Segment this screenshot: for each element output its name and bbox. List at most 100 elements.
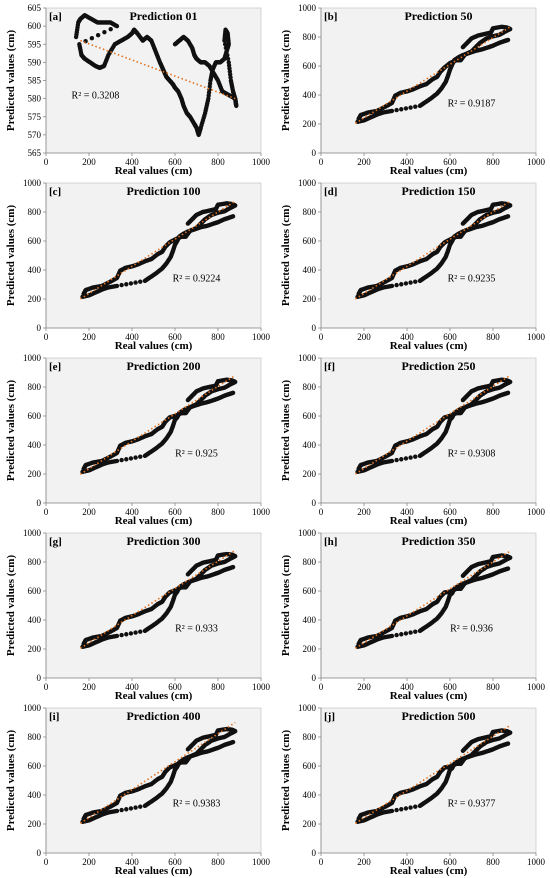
x-tick-label: 1000 (252, 157, 271, 167)
data-point (408, 280, 413, 285)
panel-label: [f] (324, 361, 335, 373)
r-squared-label: R² = 0.936 (450, 624, 493, 635)
x-axis-label: Real values (cm) (115, 865, 193, 877)
data-point (403, 281, 409, 286)
x-tick-label: 800 (211, 682, 225, 692)
data-point (108, 26, 113, 32)
data-point (114, 283, 120, 289)
y-axis-label: Predicted values (cm) (5, 730, 17, 832)
y-axis-label: Predicted values (cm) (280, 380, 292, 482)
x-tick-label: 0 (44, 682, 49, 692)
x-tick-label: 200 (357, 332, 371, 342)
y-tick-label: 800 (303, 32, 317, 42)
chart-title: Prediction 250 (401, 359, 475, 373)
data-point (394, 457, 399, 463)
x-tick-label: 200 (357, 857, 371, 867)
x-tick-label: 1000 (527, 857, 546, 867)
y-tick-label: 1000 (298, 3, 317, 13)
x-tick-label: 200 (357, 507, 371, 517)
data-point (230, 739, 236, 745)
x-axis-label: Real values (cm) (390, 690, 468, 702)
y-tick-label: 0 (37, 498, 42, 508)
y-tick-label: 600 (303, 236, 317, 246)
y-tick-label: 400 (28, 790, 42, 800)
x-axis-label: Real values (cm) (390, 165, 468, 177)
y-tick-label: 800 (28, 732, 42, 742)
y-axis-label: Predicted values (cm) (280, 205, 292, 307)
y-tick-label: 400 (303, 440, 317, 450)
x-axis-label: Real values (cm) (115, 165, 193, 177)
x-axis-label: Real values (cm) (115, 690, 193, 702)
data-point (133, 280, 138, 285)
y-tick-label: 200 (303, 819, 317, 829)
data-point (222, 42, 228, 47)
x-tick-label: 0 (319, 857, 324, 867)
y-tick-label: 1000 (298, 178, 317, 188)
y-tick-label: 800 (303, 732, 317, 742)
y-tick-label: 400 (303, 615, 317, 625)
data-series (73, 13, 239, 138)
data-point (460, 221, 466, 226)
x-tick-label: 600 (443, 682, 457, 692)
data-point (102, 29, 107, 35)
data-point (124, 282, 129, 287)
data-point (389, 458, 395, 464)
y-axis-label: Predicted values (cm) (280, 555, 292, 657)
x-tick-label: 1000 (527, 507, 546, 517)
x-tick-label: 800 (486, 507, 500, 517)
data-point (389, 808, 395, 814)
data-point (413, 454, 418, 459)
data-point (133, 805, 138, 810)
panel-label: [j] (324, 711, 335, 723)
panel-label: [a] (49, 11, 62, 23)
y-tick-label: 200 (303, 294, 317, 304)
data-point (399, 107, 404, 112)
y-tick-label: 800 (28, 207, 42, 217)
data-point (224, 49, 229, 54)
data-point (389, 283, 395, 289)
data-point (394, 282, 399, 288)
x-tick-label: 600 (443, 507, 457, 517)
y-tick-label: 0 (37, 848, 42, 858)
data-point (403, 456, 409, 461)
data-point (114, 633, 120, 639)
panel-label: [h] (324, 536, 337, 548)
data-point (128, 631, 134, 636)
data-point (114, 808, 120, 814)
y-tick-label: 400 (303, 90, 317, 100)
y-axis-label: Predicted values (cm) (5, 380, 17, 482)
x-tick-label: 800 (486, 157, 500, 167)
x-axis-label: Real values (cm) (115, 340, 193, 352)
data-point (172, 42, 178, 47)
y-tick-label: 200 (303, 119, 317, 129)
y-axis-label: Predicted values (cm) (5, 555, 17, 657)
data-point (505, 566, 511, 571)
y-tick-label: 600 (28, 21, 42, 31)
x-tick-label: 400 (400, 682, 414, 692)
y-tick-label: 600 (28, 586, 42, 596)
data-point (505, 741, 511, 746)
data-point (225, 56, 231, 61)
data-point (138, 279, 143, 284)
x-tick-label: 200 (357, 157, 371, 167)
y-tick-label: 1000 (23, 178, 42, 188)
panel-label: [i] (49, 711, 59, 723)
x-tick-label: 0 (44, 507, 49, 517)
chart-title: Prediction 200 (126, 359, 200, 373)
y-tick-label: 200 (28, 469, 42, 479)
y-tick-label: 605 (28, 3, 42, 13)
trendline (79, 374, 236, 475)
x-tick-label: 600 (168, 157, 182, 167)
y-tick-label: 595 (28, 39, 42, 49)
data-series (355, 553, 513, 650)
y-tick-label: 400 (28, 615, 42, 625)
x-tick-label: 200 (82, 857, 96, 867)
y-tick-label: 600 (28, 761, 42, 771)
r-squared-label: R² = 0.9308 (448, 449, 496, 460)
y-tick-label: 800 (303, 382, 317, 392)
r-squared-label: R² = 0.9235 (448, 274, 496, 285)
